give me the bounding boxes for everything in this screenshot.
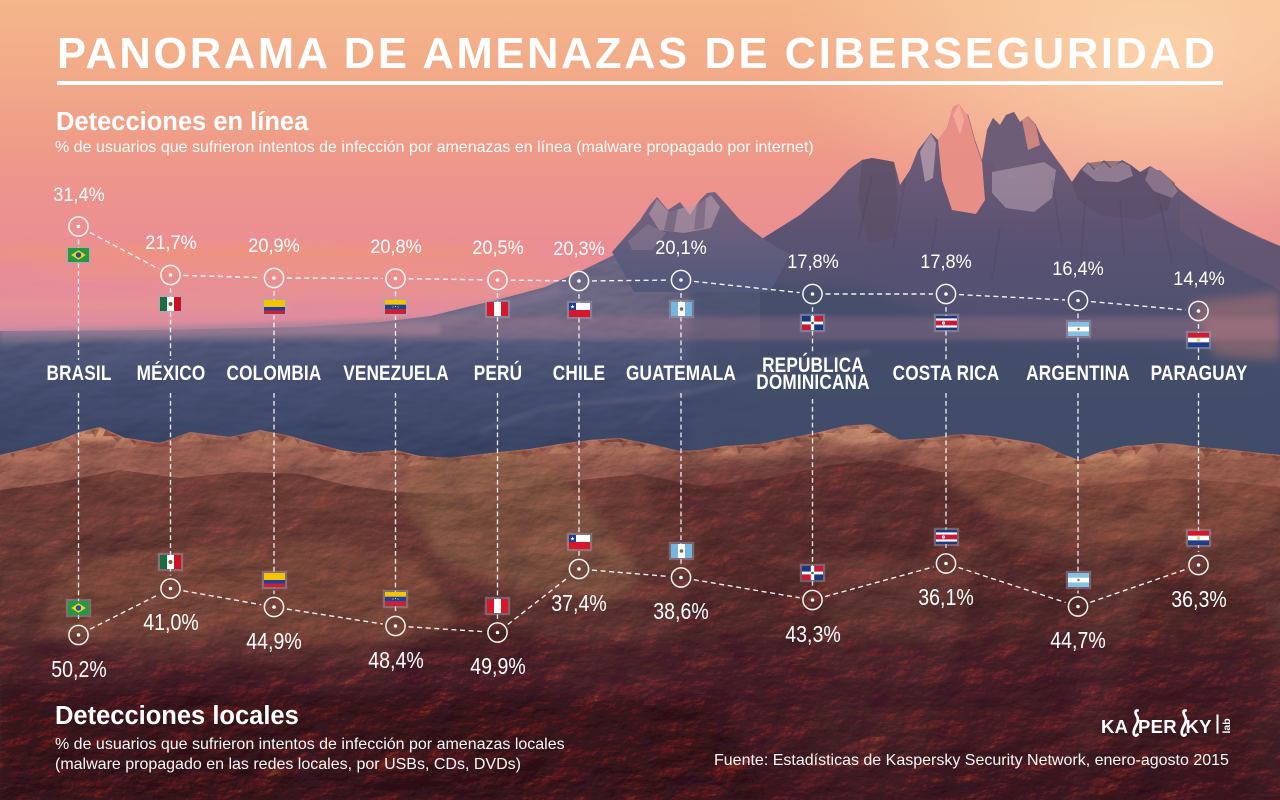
svg-text:★: ★ [570,303,575,310]
svg-text:KY: KY [1186,716,1213,737]
svg-text:lab: lab [1221,718,1233,733]
svg-text:KA: KA [1101,716,1128,737]
svg-text:★: ★ [570,535,575,542]
svg-text:PER: PER [1138,716,1177,737]
